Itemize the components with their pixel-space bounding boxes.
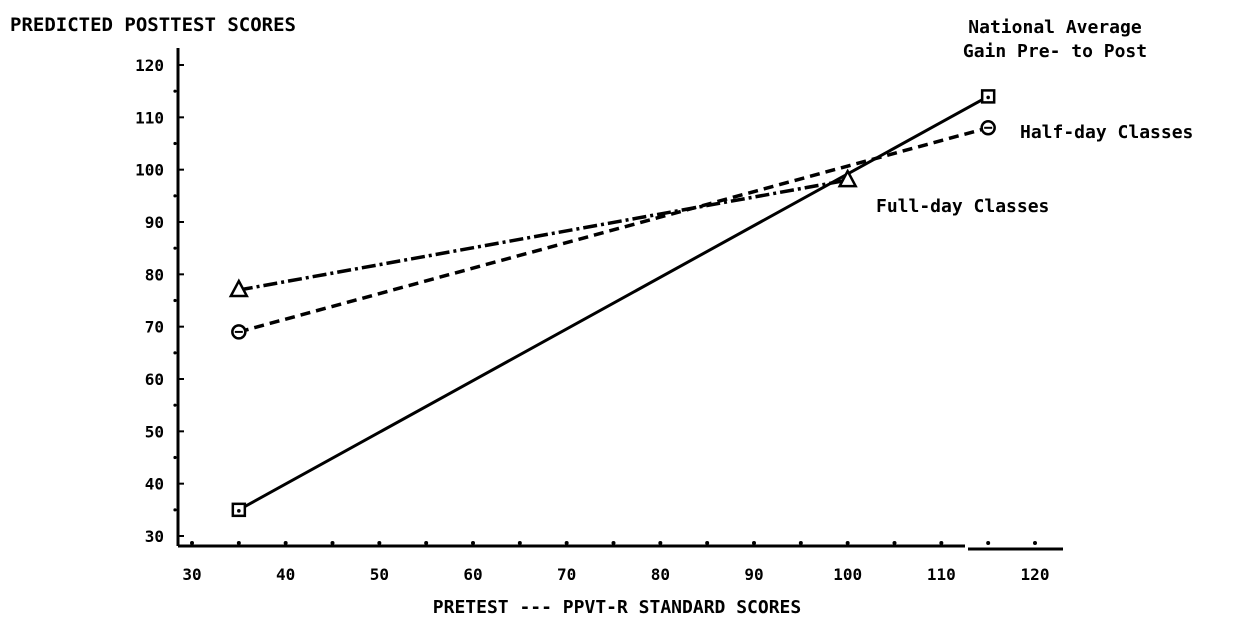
x-minor-tick — [798, 541, 803, 545]
y-tick-label: 60 — [145, 370, 164, 389]
x-minor-tick — [705, 541, 710, 545]
x-minor-tick — [330, 541, 335, 545]
x-tick-label: 30 — [182, 565, 201, 584]
y-tick-label: 70 — [145, 318, 164, 337]
x-minor-tick — [892, 541, 897, 545]
y-minor-tick — [173, 89, 177, 93]
x-tick — [471, 541, 475, 545]
x-tick-label: 60 — [463, 565, 482, 584]
triangle-marker — [228, 278, 249, 298]
square-marker-dot — [237, 509, 241, 513]
x-tick — [377, 541, 382, 545]
x-minor-tick — [424, 541, 429, 545]
x-tick-label: 110 — [927, 565, 956, 584]
series-label: Full-day Classes — [876, 196, 1049, 217]
y-minor-tick — [173, 141, 177, 146]
triangle-marker — [837, 168, 858, 188]
series-label: Gain Pre- to Post — [963, 41, 1147, 62]
x-tick — [658, 541, 663, 545]
series-line — [238, 126, 989, 334]
y-minor-tick — [173, 246, 177, 250]
x-minor-tick — [236, 541, 241, 545]
series-label: National Average — [968, 17, 1142, 38]
series-half-day-classes — [231, 120, 996, 340]
y-tick-label: 50 — [145, 422, 164, 441]
x-minor-tick — [517, 541, 522, 545]
square-marker-dot — [986, 95, 990, 100]
x-tick-label: 50 — [370, 565, 389, 584]
x-tick — [283, 541, 288, 545]
series-labels: National Average Gain Pre- to Post Half-da… — [876, 17, 1193, 217]
x-axis-label: PRETEST --- PPVT-R STANDARD SCORES — [433, 597, 801, 618]
x-tick — [564, 541, 569, 545]
chart-title: PREDICTED POSTTEST SCORES — [10, 14, 296, 36]
y-minor-tick — [173, 351, 177, 355]
x-tick-label: 100 — [833, 565, 862, 584]
y-tick-label: 30 — [145, 527, 164, 546]
x-tick-label: 90 — [744, 565, 763, 584]
y-tick-label: 80 — [145, 265, 164, 284]
x-tick — [190, 541, 194, 545]
series-layer — [228, 89, 996, 518]
y-tick-label: 110 — [135, 108, 164, 127]
x-minor-tick — [611, 541, 616, 545]
series-line — [238, 95, 989, 512]
axes: 30 40 50 60 70 80 90 100 110 120 30 40 50 60 70 80 90 100… — [135, 48, 1063, 584]
y-minor-tick — [173, 298, 177, 303]
x-tick — [752, 541, 756, 545]
series-full-day-classes — [228, 168, 858, 298]
y-minor-tick — [173, 403, 177, 407]
y-minor-tick — [173, 194, 177, 198]
y-tick-label: 100 — [135, 161, 164, 180]
x-tick — [939, 541, 944, 545]
x-tick-label: 120 — [1021, 565, 1050, 584]
x-tick-label: 70 — [557, 565, 576, 584]
y-minor-tick — [173, 455, 177, 460]
series-label: Half-day Classes — [1020, 122, 1193, 143]
series-national-average-gain-pre-to-post — [231, 89, 996, 518]
y-tick-label: 90 — [145, 213, 164, 232]
x-tick — [845, 541, 850, 545]
y-tick-label: 40 — [145, 475, 164, 494]
series-line — [238, 178, 848, 292]
y-tick-label: 120 — [135, 56, 164, 75]
x-tick-label: 40 — [276, 565, 295, 584]
y-minor-tick — [173, 508, 177, 512]
x-tick-label: 80 — [651, 565, 670, 584]
x-tick — [1033, 541, 1037, 545]
x-minor-tick — [986, 541, 991, 545]
